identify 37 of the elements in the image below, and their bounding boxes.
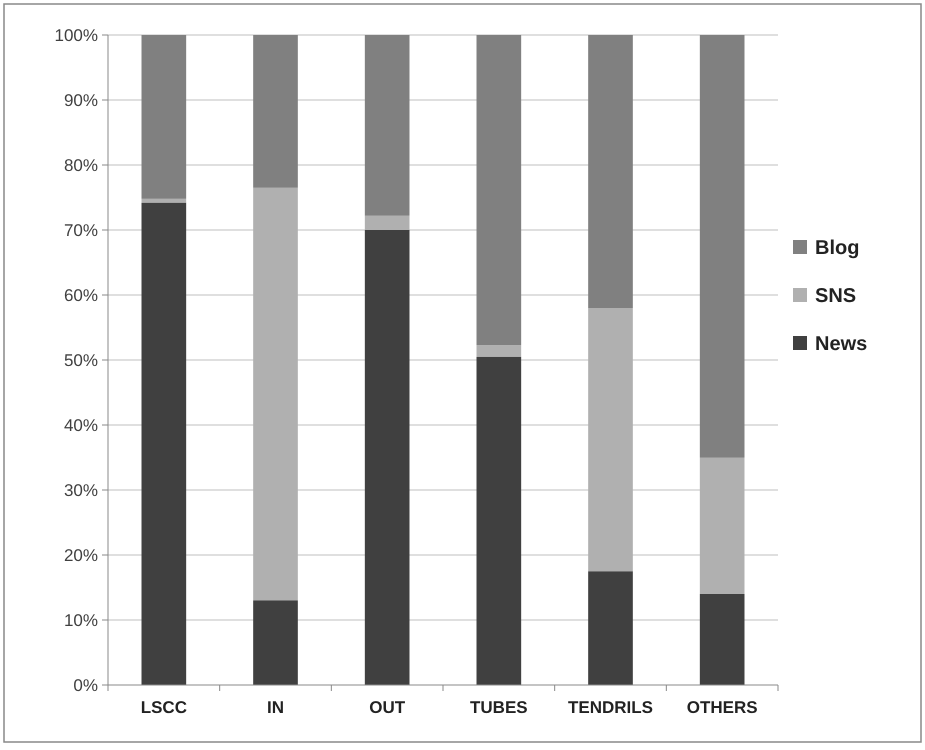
x-tick-label: OUT — [369, 698, 406, 717]
x-tick-label: OTHERS — [686, 698, 758, 717]
y-tick-label: 100% — [54, 26, 98, 45]
x-tick-label: TENDRILS — [568, 698, 653, 717]
y-tick-label: 90% — [64, 90, 98, 110]
y-tick-label: 0% — [73, 676, 98, 695]
bar — [253, 35, 298, 188]
bar — [700, 594, 744, 685]
legend-label: News — [815, 333, 868, 355]
y-tick-label: 30% — [64, 480, 98, 500]
bar — [142, 202, 186, 685]
bar — [142, 35, 186, 199]
y-tick-label: 60% — [64, 286, 98, 305]
x-tick-label: TUBES — [470, 698, 528, 717]
bar — [476, 345, 522, 357]
bar — [364, 216, 410, 230]
bar — [364, 230, 410, 685]
y-tick-label: 70% — [64, 220, 98, 240]
y-tick-label: 10% — [64, 610, 98, 630]
bar — [476, 35, 522, 346]
bar — [588, 35, 633, 308]
x-tick-label: IN — [267, 698, 284, 717]
legend-label: Blog — [815, 237, 860, 259]
bar — [253, 600, 298, 685]
bar — [476, 356, 522, 685]
bar — [700, 458, 744, 594]
bar — [588, 308, 633, 572]
bar — [588, 571, 633, 685]
y-tick-label: 40% — [64, 416, 98, 435]
y-tick-label: 50% — [64, 350, 98, 370]
bar — [253, 188, 298, 600]
bar — [700, 35, 744, 458]
bar — [364, 35, 410, 216]
legend-label: SNS — [815, 285, 856, 307]
y-tick-label: 80% — [64, 156, 98, 175]
y-tick-label: 20% — [64, 546, 98, 565]
x-tick-label: LSCC — [140, 698, 187, 717]
